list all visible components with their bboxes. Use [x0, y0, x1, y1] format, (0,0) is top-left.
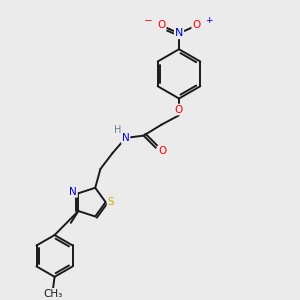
Text: +: +	[205, 16, 212, 25]
Text: H: H	[114, 125, 121, 135]
Text: O: O	[158, 146, 166, 156]
Text: −: −	[144, 16, 153, 26]
Text: N: N	[69, 187, 77, 197]
Text: N: N	[175, 28, 183, 38]
Text: S: S	[107, 197, 114, 207]
Text: O: O	[158, 20, 166, 31]
Text: CH₃: CH₃	[44, 289, 63, 299]
Text: O: O	[192, 20, 200, 31]
Text: N: N	[122, 133, 130, 143]
Text: O: O	[175, 104, 183, 115]
